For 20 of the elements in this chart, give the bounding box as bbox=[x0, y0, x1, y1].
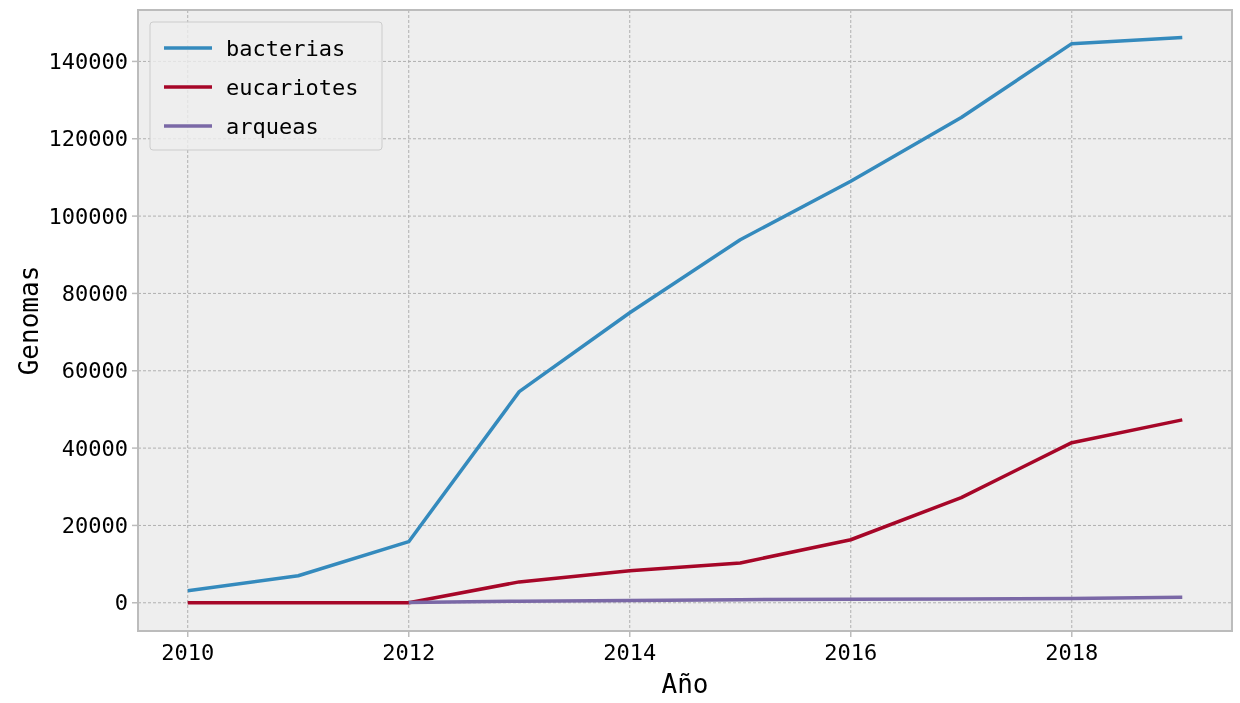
x-tick-label: 2010 bbox=[161, 640, 215, 665]
legend-label: eucariotes bbox=[226, 74, 359, 100]
y-tick-label: 40000 bbox=[61, 435, 128, 461]
y-tick-label: 0 bbox=[114, 590, 128, 616]
line-series bbox=[185, 35, 1185, 593]
x-tick-label: 2014 bbox=[603, 640, 657, 665]
y-tick-label: 100000 bbox=[48, 203, 128, 229]
y-tick-label: 120000 bbox=[48, 126, 128, 152]
x-tick-label: 2018 bbox=[1045, 640, 1099, 665]
y-tick-label: 140000 bbox=[48, 49, 128, 75]
legend-label: bacterias bbox=[226, 35, 346, 61]
y-tick-label: 20000 bbox=[61, 513, 128, 539]
y-axis-title: Genomas bbox=[14, 265, 44, 376]
x-tick-label: 2012 bbox=[382, 640, 436, 665]
line-series bbox=[185, 418, 1185, 605]
x-tick-label: 2016 bbox=[824, 640, 878, 665]
legend-label: arqueas bbox=[226, 113, 319, 139]
x-axis-title: Año bbox=[661, 669, 709, 699]
y-tick-label: 60000 bbox=[61, 358, 128, 384]
y-tick-label: 80000 bbox=[61, 281, 128, 307]
